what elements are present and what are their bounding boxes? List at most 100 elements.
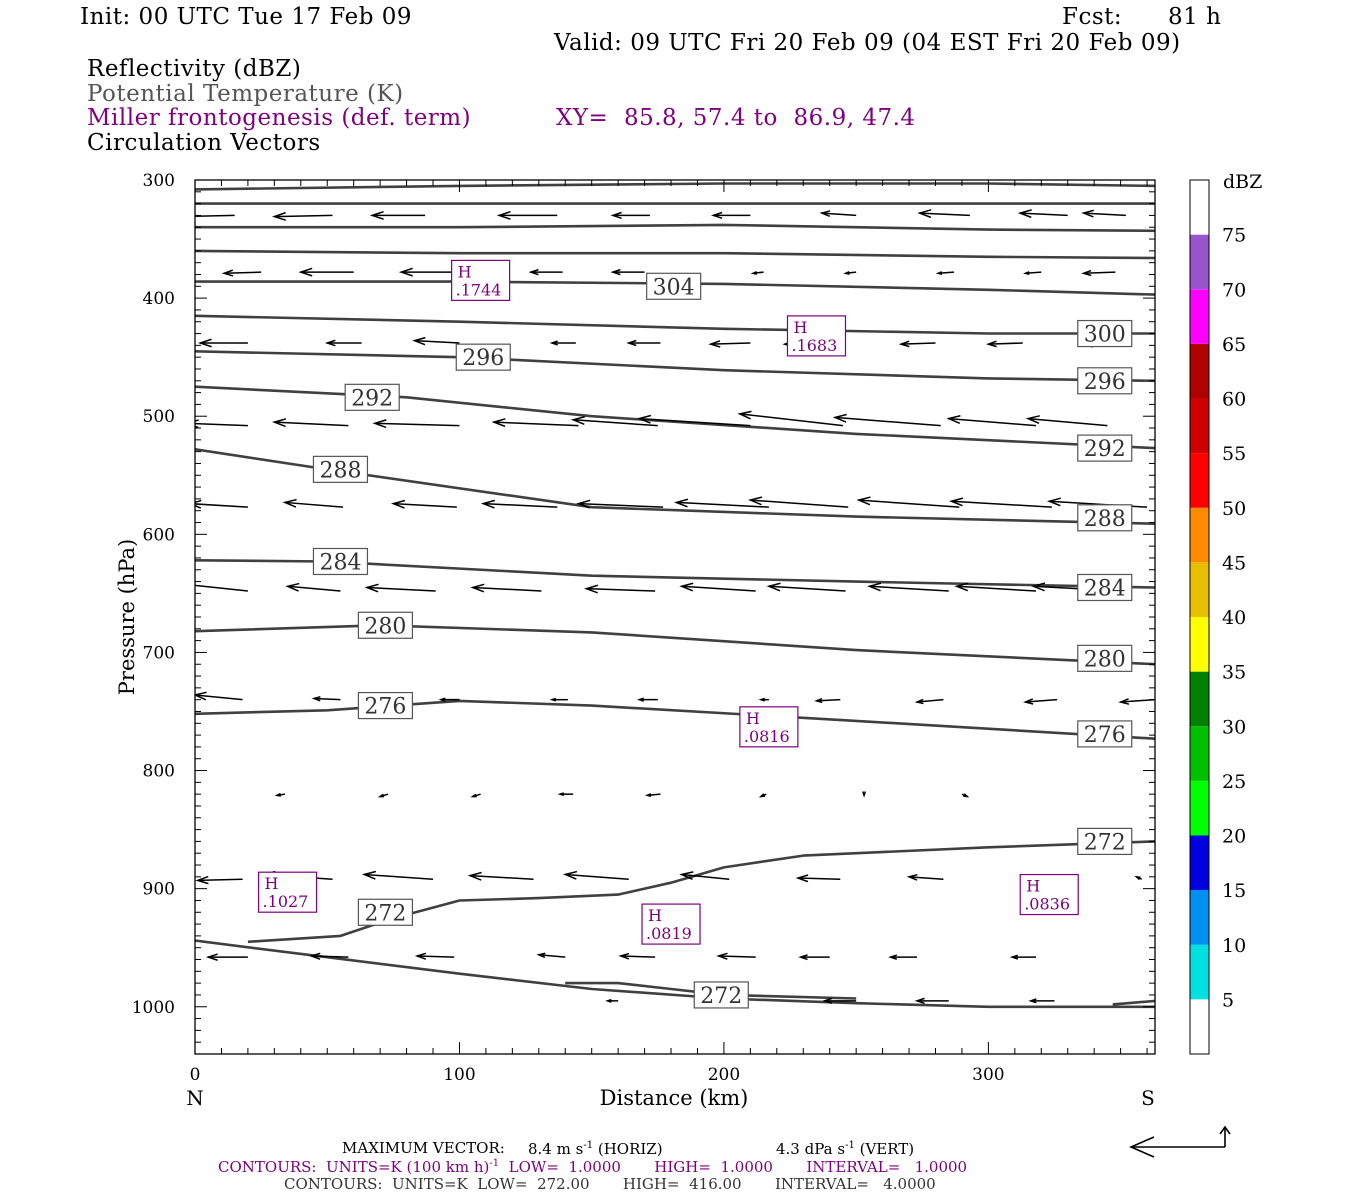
svg-text:.1683: .1683 [791,336,837,355]
circulation-vector [414,952,455,960]
x-tick-label: 300 [972,1065,1004,1085]
svg-text:304: 304 [653,275,695,300]
circulation-vector [673,498,769,508]
reflectivity-title: Reflectivity (dBZ) [87,56,302,82]
colorbar-segment [1190,780,1209,836]
theta-contour-line [195,559,1155,589]
circulation-vector [195,691,243,701]
circulation-vector [856,496,960,508]
circulation-vector [708,340,751,348]
valid-time: Valid: 09 UTC Fri 20 Feb 09 (04 EST Fri … [554,30,1181,56]
circulation-vector [1025,415,1108,427]
circulation-vector [747,496,849,508]
theta-contour-line [195,350,1155,383]
circulation-vector [626,339,661,347]
circulation-vector [610,268,645,276]
colorbar-tick-label: 55 [1222,443,1246,465]
theta-contour-line [195,182,1155,191]
circulation-vector [372,419,460,429]
y-tick-label: 600 [143,525,175,545]
svg-text:.1027: .1027 [263,892,309,911]
circulation-vector [298,267,354,277]
x-axis-label: Distance (km) [600,1086,749,1110]
y-tick-label: 1000 [132,998,175,1018]
theta-contour-line [195,448,1155,525]
svg-text:280: 280 [1084,647,1126,672]
circulation-vector [528,268,563,276]
theta-contour-line [195,699,1155,740]
svg-text:.0816: .0816 [744,727,790,746]
colorbar-segment [1190,343,1209,399]
circulation-vector [361,870,434,880]
circulation-vector [549,697,568,702]
colorbar-tick-label: 70 [1222,279,1246,301]
reference-vector-icon [1128,1125,1231,1158]
theta-contour-label: 284 [312,547,369,575]
circulation-vector [467,871,534,881]
colorbar-segment [1190,671,1209,727]
circulation-vector [536,952,566,959]
theta-contour-label: 280 [1077,644,1133,672]
circulation-vector [562,870,629,880]
circulation-vector [898,340,936,348]
circulation-vector [1023,698,1058,705]
theta-contour-line [195,939,1155,1009]
colorbar-segment [1190,289,1209,344]
circulation-vector [195,584,248,592]
circulation-vector [470,793,481,798]
y-tick-label: 300 [143,171,175,191]
frontogenesis-maximum-label: H.1027 [257,871,318,913]
y-tick-label: 500 [143,407,175,427]
max-vector-vert: 4.3 dPa s-1 (VERT) [776,1140,915,1158]
svg-text:.1744: .1744 [456,280,502,299]
circulation-vector [758,697,769,702]
circulation-vector [917,209,970,219]
forecast-label: Fcst: [1062,4,1123,30]
forecast-hour: 81 h [1168,4,1222,30]
circulation-vector [195,875,243,885]
theta-contour-line [565,981,857,1000]
svg-text:296: 296 [462,346,504,371]
svg-text:H: H [1026,877,1040,896]
circulation-vector [369,210,426,220]
circulation-vector [221,269,262,277]
circulation-vector [636,697,658,702]
svg-text:276: 276 [1084,723,1126,748]
circulation-vector [496,210,558,220]
circulation-vector [862,791,867,798]
circulation-vector [364,583,436,593]
circulation-vector [570,416,658,427]
colorbar-tick-label: 50 [1222,498,1246,520]
theta-contour-label: 272 [1077,827,1133,855]
theta-contour-line [1112,999,1155,1006]
circulation-vector [398,267,460,277]
frontogenesis-maximum-label: H.1683 [786,315,847,357]
frontogenesis-maximum-label: H.1744 [451,259,511,301]
svg-text:.0836: .0836 [1024,895,1070,914]
colorbar-segment [1190,562,1209,617]
theta-contour-label: 276 [357,691,414,720]
theta-contours [195,182,1155,1009]
circulation-vector [311,695,341,702]
circulation-vector [737,410,844,427]
circulation-vector [1009,954,1036,960]
x-start-label-north: N [186,1086,204,1110]
circulation-vector [819,210,857,218]
circulation-vector [766,582,846,592]
circulation-vector [710,211,751,220]
plot-axes: 0 100 200 300 300 400 500 600 700 800 900 1000 [132,171,1156,1085]
colorbar-segment [1190,726,1209,781]
colorbar-tick-label: 35 [1222,662,1246,684]
colorbar-tick-label: 45 [1222,552,1246,574]
init-time: Init: 00 UTC Tue 17 Feb 09 [80,4,413,30]
circulation-vector [935,271,955,276]
circulation-vector [584,584,656,594]
circulation-vector [843,270,857,275]
svg-text:H: H [265,874,279,893]
theta-contour-label: 272 [357,898,414,926]
circulation-vector [954,582,1037,592]
circulation-vector [308,952,349,960]
theta-contour-line [195,223,1155,233]
